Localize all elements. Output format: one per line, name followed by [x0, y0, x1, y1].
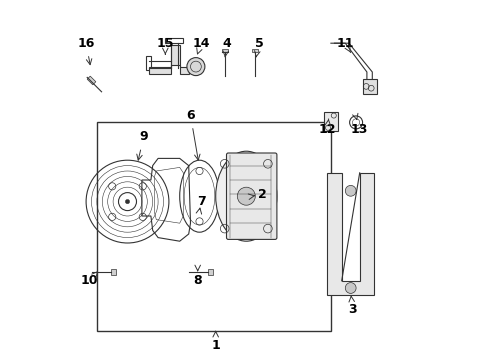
Bar: [362, 79, 376, 94]
Text: 15: 15: [156, 37, 174, 50]
Text: 2: 2: [258, 188, 266, 201]
Text: 3: 3: [347, 303, 356, 316]
Bar: [252, 49, 258, 52]
Circle shape: [345, 185, 355, 196]
Circle shape: [345, 283, 355, 293]
Text: 7: 7: [197, 195, 205, 208]
Bar: [145, 56, 151, 70]
Text: 4: 4: [222, 37, 230, 50]
Bar: [97, 122, 330, 331]
Text: 10: 10: [81, 274, 98, 287]
Text: 1: 1: [211, 339, 220, 352]
Circle shape: [237, 187, 255, 205]
Text: 11: 11: [336, 37, 353, 50]
Text: 5: 5: [254, 37, 263, 50]
Bar: [323, 112, 337, 131]
Text: 14: 14: [192, 37, 210, 50]
Circle shape: [125, 199, 129, 204]
Text: 8: 8: [193, 274, 202, 287]
Text: 12: 12: [318, 123, 335, 136]
Polygon shape: [149, 45, 188, 74]
Text: 9: 9: [139, 130, 148, 143]
FancyBboxPatch shape: [226, 153, 276, 239]
Text: 6: 6: [186, 109, 194, 122]
Bar: [222, 49, 227, 52]
Bar: [208, 269, 212, 275]
Text: 16: 16: [77, 37, 95, 50]
Ellipse shape: [215, 151, 276, 241]
Polygon shape: [326, 173, 373, 295]
Bar: [165, 38, 183, 43]
Circle shape: [186, 58, 204, 76]
Bar: [87, 76, 96, 85]
Bar: [111, 269, 115, 275]
Text: 13: 13: [350, 123, 367, 136]
